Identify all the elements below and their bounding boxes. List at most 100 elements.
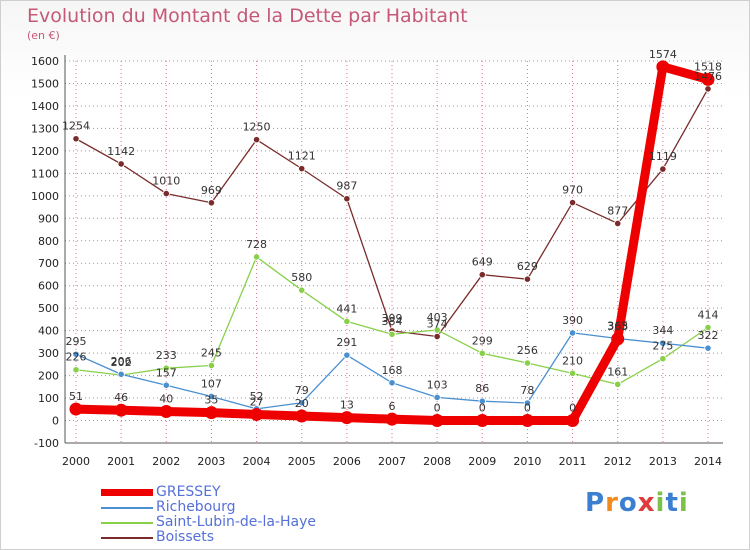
data-label: 649: [472, 256, 493, 269]
data-point: [523, 359, 532, 367]
data-point: [523, 275, 532, 283]
y-tick-label: 100: [38, 392, 59, 405]
data-label: 414: [698, 309, 719, 322]
data-label: 52: [250, 390, 264, 403]
data-point: [162, 364, 170, 372]
data-point: [117, 160, 125, 168]
data-point: [659, 339, 667, 347]
y-tick-label: 400: [38, 325, 59, 338]
data-point: [433, 332, 441, 341]
data-label: 291: [336, 336, 357, 349]
legend-label: Richebourg: [156, 499, 236, 515]
data-label: 390: [562, 314, 583, 327]
data-label: 35: [204, 394, 218, 407]
data-point: [72, 135, 80, 143]
legend-swatch: [101, 489, 153, 496]
y-tick-label: 1300: [31, 122, 59, 135]
chart-title: Evolution du Montant de la Dette par Hab…: [27, 5, 468, 27]
legend-swatch: [101, 537, 153, 539]
y-tick-label: 1000: [31, 190, 59, 203]
x-tick-label: 2008: [423, 455, 451, 468]
data-point: [298, 399, 306, 407]
data-label: 629: [517, 260, 538, 273]
data-label: 441: [336, 302, 357, 315]
data-point: [204, 406, 218, 420]
data-label: 157: [156, 366, 177, 379]
data-point: [704, 323, 712, 332]
data-label: 275: [652, 340, 673, 353]
data-point: [343, 317, 351, 326]
x-tick-label: 2006: [333, 455, 361, 468]
y-tick-label: 1400: [31, 100, 59, 113]
data-label: 365: [607, 320, 628, 333]
data-label: 161: [607, 365, 628, 378]
data-label: 206: [111, 355, 132, 368]
data-point: [252, 136, 261, 144]
x-tick-label: 2013: [649, 455, 677, 468]
x-tick-label: 2001: [107, 455, 135, 468]
data-point: [250, 407, 264, 421]
x-tick-label: 2014: [694, 455, 722, 468]
data-point: [656, 60, 670, 74]
data-point: [298, 165, 306, 173]
x-tick-label: 2007: [378, 455, 406, 468]
y-tick-label: 1600: [31, 55, 59, 68]
data-label: 13: [340, 399, 354, 412]
data-label: 299: [472, 334, 493, 347]
data-point: [478, 397, 486, 405]
x-tick-label: 2012: [604, 455, 632, 468]
data-point: [72, 366, 80, 374]
data-label: 1121: [288, 150, 316, 163]
data-label: 1142: [107, 145, 135, 158]
data-point: [566, 414, 580, 428]
data-point: [568, 198, 577, 207]
x-tick-label: 2004: [243, 455, 271, 468]
x-tick-label: 2010: [513, 455, 541, 468]
data-label: 970: [562, 184, 583, 197]
data-point: [568, 329, 577, 337]
data-point: [523, 399, 532, 407]
y-tick-label: 200: [38, 370, 59, 383]
data-label: 46: [114, 391, 128, 404]
data-point: [701, 72, 715, 86]
data-point: [159, 405, 173, 419]
data-label: 0: [479, 402, 486, 415]
plot-area: [65, 61, 723, 443]
data-label: 40: [159, 393, 173, 406]
legend-swatch: [101, 507, 153, 509]
data-label: 0: [434, 402, 441, 415]
data-label: 969: [201, 184, 222, 197]
data-label: 0: [569, 402, 576, 415]
y-tick-label: 300: [38, 347, 59, 360]
x-tick-label: 2000: [62, 455, 90, 468]
y-tick-label: 900: [38, 212, 59, 225]
y-tick-label: 0: [52, 415, 59, 428]
data-label: 1518: [694, 60, 722, 73]
legend-label: Boissets: [156, 529, 215, 545]
data-point: [343, 351, 351, 359]
data-label: 210: [562, 354, 583, 367]
data-label: 1250: [243, 121, 271, 134]
data-point: [611, 332, 625, 346]
data-label: 399: [382, 312, 403, 325]
legend-label: Saint-Lubin-de-la-Haye: [156, 514, 316, 530]
data-point: [433, 326, 441, 334]
data-point: [520, 414, 534, 428]
y-tick-label: 700: [38, 257, 59, 270]
y-tick-label: 1500: [31, 77, 59, 90]
data-point: [568, 369, 577, 377]
data-label: 1010: [152, 175, 180, 188]
data-label: 580: [291, 271, 312, 284]
x-tick-label: 2003: [197, 455, 225, 468]
data-point: [433, 393, 441, 401]
data-point: [207, 199, 216, 207]
data-label: 226: [66, 351, 87, 364]
data-label: 107: [201, 377, 222, 390]
data-point: [207, 392, 216, 401]
data-label: 0: [524, 402, 531, 415]
data-label: 168: [382, 364, 403, 377]
y-tick-label: 600: [38, 280, 59, 293]
data-point: [614, 219, 622, 228]
legend-swatch: [101, 522, 153, 524]
